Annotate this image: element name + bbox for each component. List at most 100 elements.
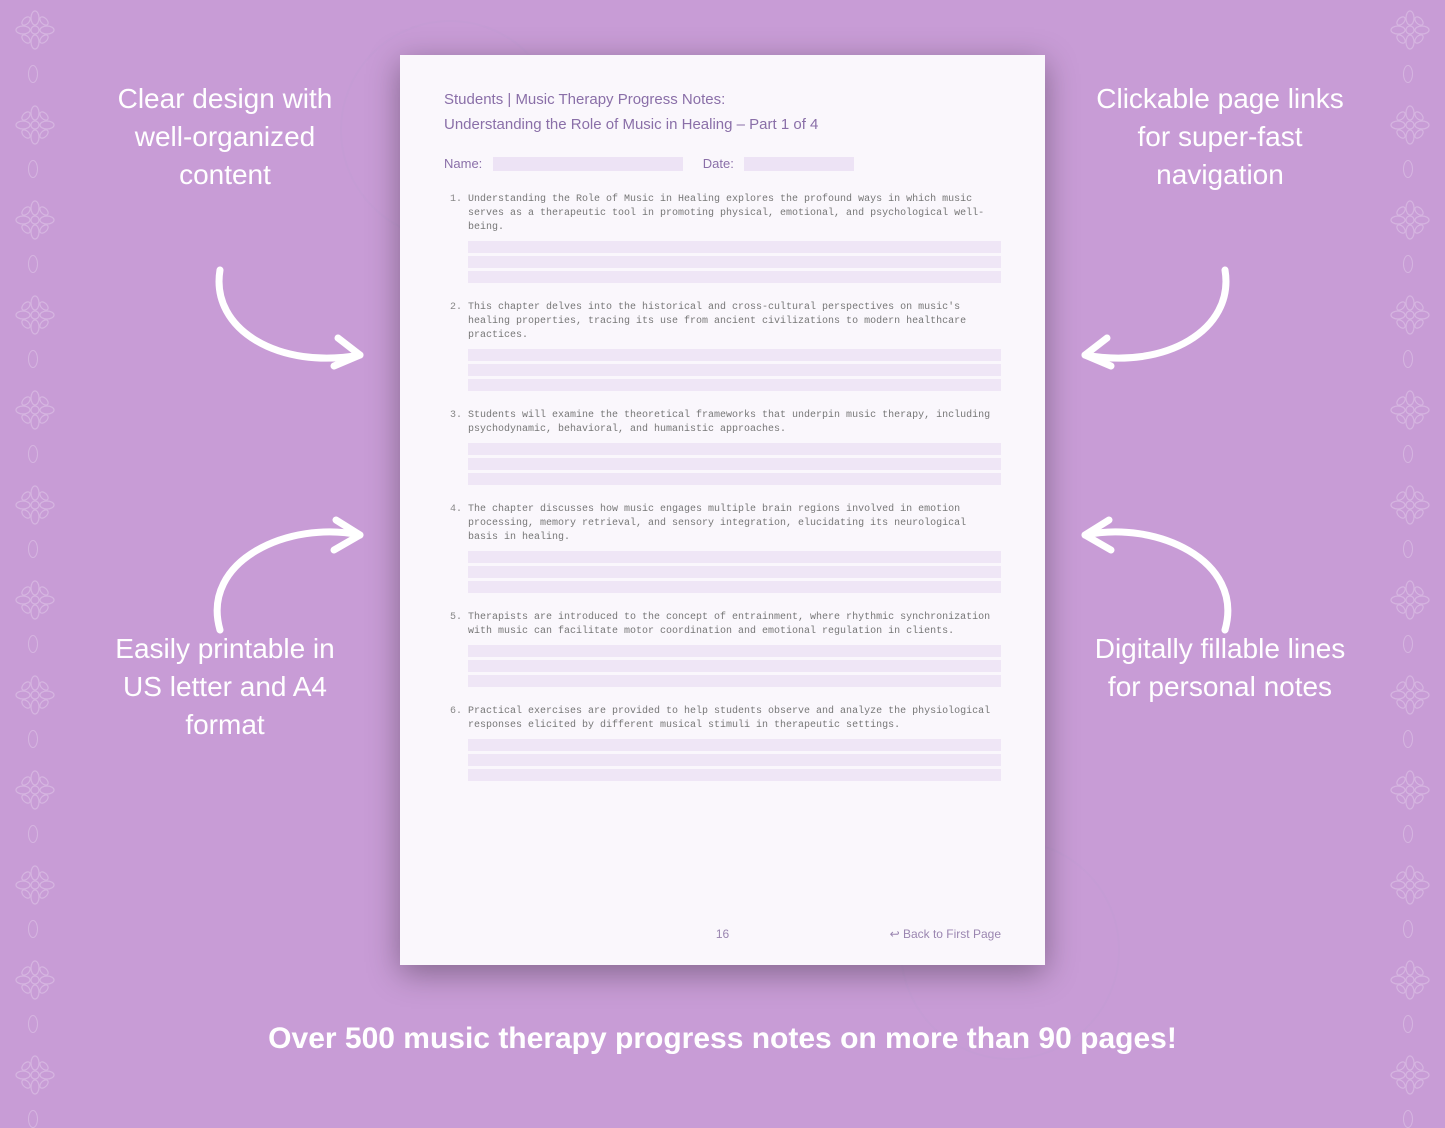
note-line[interactable] [468,581,1001,593]
arrow-top-left [180,260,380,400]
leaf-icon [1403,350,1413,368]
note-line[interactable] [468,769,1001,781]
leaf-icon [28,825,38,843]
name-field-group: Name: [444,155,683,173]
date-label: Date: [703,156,734,171]
item-number: 4. [444,503,462,545]
list-item: 5.Therapists are introduced to the conce… [444,611,1001,687]
name-label: Name: [444,156,482,171]
flower-icon [1390,200,1430,240]
date-field-group: Date: [703,155,855,173]
arrow-bottom-right [1065,480,1265,640]
note-lines [468,349,1001,391]
flower-icon [15,675,55,715]
list-item: 3.Students will examine the theoretical … [444,409,1001,485]
flower-icon [1390,580,1430,620]
note-line[interactable] [468,675,1001,687]
flower-icon [15,200,55,240]
flower-icon [15,865,55,905]
flower-icon [15,295,55,335]
note-line[interactable] [468,256,1001,268]
note-line[interactable] [468,241,1001,253]
leaf-icon [1403,1110,1413,1128]
note-line[interactable] [468,551,1001,563]
page-number: 16 [716,927,729,941]
note-lines [468,551,1001,593]
note-lines [468,241,1001,283]
leaf-icon [28,445,38,463]
arrow-top-right [1065,260,1265,400]
name-input[interactable] [493,157,683,171]
list-item: 4.The chapter discusses how music engage… [444,503,1001,593]
flower-icon [15,960,55,1000]
note-lines [468,443,1001,485]
list-item: 1.Understanding the Role of Music in Hea… [444,193,1001,283]
items-list: 1.Understanding the Role of Music in Hea… [444,193,1001,781]
note-line[interactable] [468,458,1001,470]
flower-icon [15,390,55,430]
page-header-title: Students | Music Therapy Progress Notes: [444,91,1001,108]
leaf-icon [28,65,38,83]
leaf-icon [28,540,38,558]
leaf-icon [28,920,38,938]
item-number: 6. [444,705,462,733]
item-number: 2. [444,301,462,343]
flower-icon [15,580,55,620]
item-text: Therapists are introduced to the concept… [468,611,1001,639]
arrow-bottom-left [180,480,380,640]
leaf-icon [1403,255,1413,273]
leaf-icon [28,350,38,368]
flower-icon [1390,1055,1430,1095]
bottom-banner: Over 500 music therapy progress notes on… [0,1022,1445,1056]
note-line[interactable] [468,645,1001,657]
name-date-row: Name: Date: [444,155,1001,173]
item-number: 1. [444,193,462,235]
callout-bottom-left: Easily printable in US letter and A4 for… [95,630,355,743]
flower-icon [1390,10,1430,50]
note-line[interactable] [468,349,1001,361]
note-line[interactable] [468,739,1001,751]
leaf-icon [1403,445,1413,463]
note-line[interactable] [468,443,1001,455]
item-number: 5. [444,611,462,639]
leaf-icon [28,730,38,748]
page-footer: 16 ↩ Back to First Page [444,927,1001,941]
leaf-icon [1403,540,1413,558]
callout-bottom-right: Digitally fillable lines for personal no… [1090,630,1350,706]
leaf-icon [1403,635,1413,653]
note-line[interactable] [468,364,1001,376]
flower-icon [1390,770,1430,810]
flower-icon [1390,865,1430,905]
flower-icon [15,485,55,525]
note-line[interactable] [468,754,1001,766]
note-line[interactable] [468,271,1001,283]
leaf-icon [1403,65,1413,83]
note-line[interactable] [468,660,1001,672]
item-text: This chapter delves into the historical … [468,301,1001,343]
leaf-icon [28,635,38,653]
date-input[interactable] [744,157,854,171]
note-line[interactable] [468,379,1001,391]
note-lines [468,739,1001,781]
list-item: 6.Practical exercises are provided to he… [444,705,1001,781]
flower-icon [15,10,55,50]
leaf-icon [28,255,38,273]
leaf-icon [28,1110,38,1128]
leaf-icon [1403,825,1413,843]
item-number: 3. [444,409,462,437]
leaf-icon [1403,160,1413,178]
floral-strip-right [1375,0,1445,1084]
flower-icon [1390,105,1430,145]
leaf-icon [1403,920,1413,938]
note-line[interactable] [468,473,1001,485]
item-text: Understanding the Role of Music in Heali… [468,193,1001,235]
leaf-icon [28,160,38,178]
note-line[interactable] [468,566,1001,578]
flower-icon [1390,390,1430,430]
back-to-first-link[interactable]: ↩ Back to First Page [890,927,1001,941]
callout-top-right: Clickable page links for super-fast navi… [1090,80,1350,193]
list-item: 2.This chapter delves into the historica… [444,301,1001,391]
floral-strip-left [0,0,70,1084]
flower-icon [15,770,55,810]
callout-top-left: Clear design with well-organized content [95,80,355,193]
